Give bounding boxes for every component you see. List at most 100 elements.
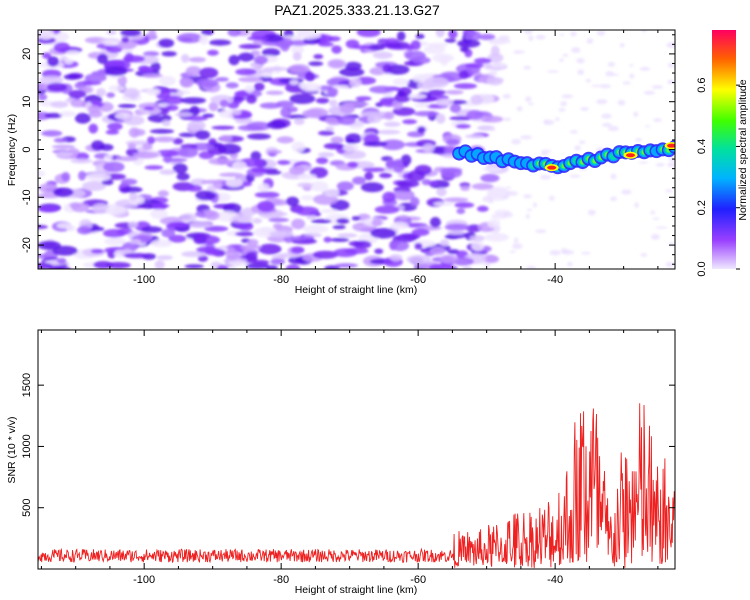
noise-cell [251, 167, 268, 174]
noise-cell [414, 242, 423, 250]
noise-cell [490, 45, 500, 57]
noise-cell [180, 53, 190, 63]
noise-cell [433, 201, 454, 206]
noise-cell [225, 250, 241, 260]
noise-cell [520, 135, 533, 140]
noise-cell [65, 50, 81, 56]
noise-cell [313, 54, 324, 60]
noise-cell [353, 240, 372, 249]
snr-ticks: -100 -80 -60 -40 500 1000 1500 [21, 330, 675, 586]
noise-cell [228, 54, 240, 66]
noise-cell [376, 129, 401, 135]
noise-cell [227, 30, 242, 37]
noise-cell [540, 152, 549, 156]
noise-cell [292, 52, 302, 61]
noise-cell [235, 117, 253, 124]
noise-cell [506, 186, 512, 189]
noise-cell [367, 115, 382, 124]
noise-cell [478, 33, 496, 41]
noise-cell [99, 143, 114, 151]
noise-cell [458, 70, 469, 80]
noise-cell [653, 118, 662, 123]
noise-cell [379, 172, 392, 179]
colorbar-tick-label: 0.4 [696, 139, 708, 154]
noise-cell [399, 215, 409, 220]
noise-cell [143, 51, 160, 57]
noise-cell [39, 75, 64, 85]
noise-cell [121, 36, 130, 43]
noise-cell [120, 30, 142, 37]
noise-cell [518, 50, 525, 54]
noise-cell [449, 116, 473, 121]
noise-cell [38, 183, 58, 194]
noise-cell [622, 81, 631, 85]
noise-cell [150, 208, 168, 220]
noise-cell [215, 77, 229, 82]
noise-cell [293, 118, 305, 125]
noise-cell [569, 130, 578, 134]
noise-cell [82, 180, 107, 191]
noise-cell [479, 96, 490, 100]
noise-cell [417, 126, 426, 134]
noise-cell [396, 31, 406, 41]
noise-cell [323, 236, 332, 243]
noise-cell [633, 111, 639, 117]
noise-cell [201, 30, 214, 36]
noise-cell [265, 90, 284, 95]
noise-cell [161, 119, 171, 127]
noise-cell [526, 208, 532, 212]
noise-cell [559, 58, 564, 63]
noise-cell [457, 39, 481, 48]
noise-cell [260, 72, 274, 78]
noise-cell [48, 265, 71, 269]
noise-cell [57, 257, 67, 265]
noise-cell [158, 38, 175, 48]
noise-cell [462, 266, 473, 269]
noise-cell [186, 184, 203, 192]
noise-cell [291, 141, 306, 153]
noise-cell [665, 262, 675, 267]
noise-cell [320, 209, 338, 214]
noise-cell [330, 237, 350, 243]
noise-cell [502, 195, 510, 199]
noise-cell [397, 182, 414, 187]
noise-cell [61, 171, 71, 182]
noise-cell [444, 89, 464, 95]
y-tick-label: 500 [21, 499, 33, 517]
noise-cell [38, 205, 60, 213]
noise-cell [610, 173, 617, 180]
noise-cell [71, 202, 90, 213]
noise-cell [196, 78, 219, 88]
noise-cell [488, 200, 494, 204]
noise-cell [141, 226, 163, 233]
noise-cell [312, 250, 339, 259]
noise-cell [276, 136, 294, 144]
noise-cell [232, 214, 253, 222]
noise-cell [336, 181, 354, 191]
noise-cell [289, 93, 316, 105]
noise-cell [641, 30, 647, 33]
noise-cell [525, 96, 532, 103]
noise-cell [317, 152, 335, 158]
noise-cell [144, 165, 164, 170]
noise-cell [178, 132, 197, 138]
y-tick-label: 20 [21, 48, 33, 60]
colorbar-tick-label: 0.2 [696, 200, 708, 215]
noise-cell [127, 143, 137, 150]
noise-cell [245, 251, 258, 261]
noise-cell [481, 115, 504, 123]
noise-cell [269, 230, 294, 238]
noise-cell [310, 219, 332, 224]
noise-cell [52, 245, 78, 256]
noise-cell [196, 246, 218, 254]
noise-cell [494, 225, 501, 232]
noise-cell [305, 71, 316, 82]
noise-cell [168, 223, 190, 228]
noise-cell [414, 103, 430, 108]
noise-cell [181, 251, 206, 258]
noise-cell [667, 162, 675, 167]
noise-cell [161, 228, 176, 238]
noise-cell [315, 157, 329, 165]
noise-cell [511, 243, 523, 250]
noise-cell [650, 210, 655, 215]
